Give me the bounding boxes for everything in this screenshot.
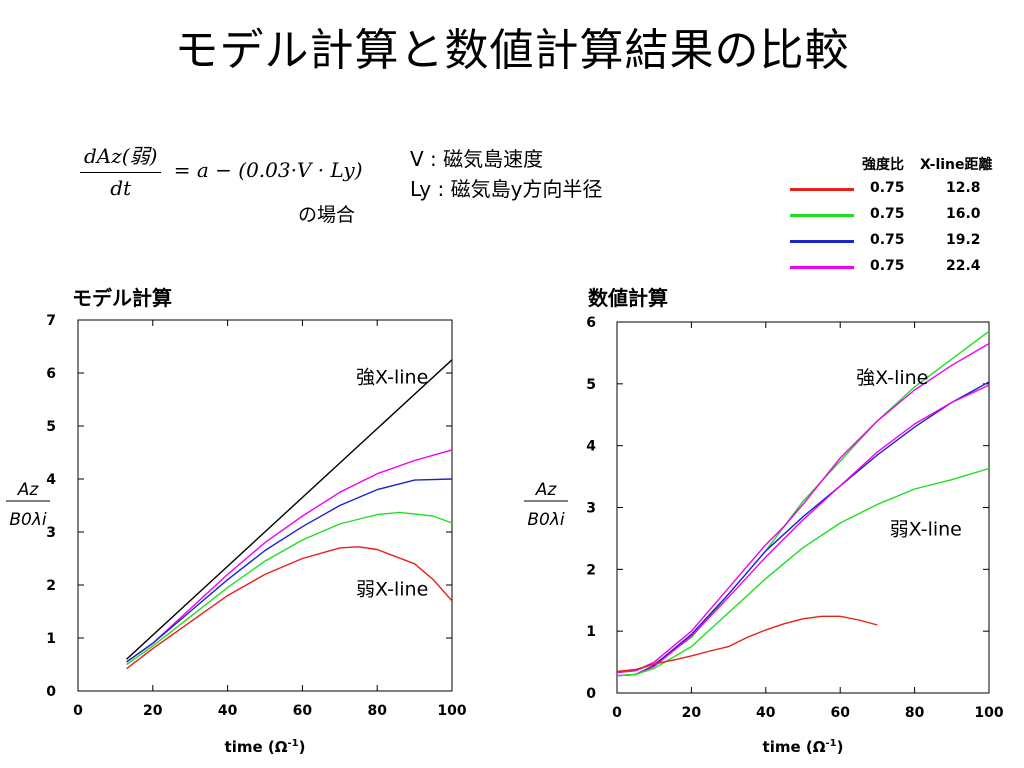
series-line [616,342,990,674]
x-tick-label: 100 [437,703,466,719]
series-line [616,467,990,677]
y-tick-label: 7 [46,313,56,329]
formula-rhs: = a − (0.03·V · Ly) [173,158,363,182]
x-tick-label: 80 [905,705,925,721]
legend-ratio: 0.75 [870,180,905,196]
legend-header-distance: X-line距離 [920,157,993,173]
formula-denominator: dt [110,176,132,200]
x-tick-label: 80 [367,703,387,719]
y-tick-label: 4 [46,472,56,488]
y-tick-label: 3 [46,525,56,541]
series-line [616,615,878,673]
y-axis-label-denominator: B0λi [527,510,565,530]
legend-row: 0.75 12.8 [790,180,1010,200]
y-tick-label: 1 [586,624,596,640]
legend-swatch [790,214,854,217]
legend-swatch [790,240,854,243]
y-axis-label-numerator: Az [17,480,40,500]
x-tick-label: 60 [830,705,850,721]
y-tick-label: 4 [586,439,596,455]
series-line [616,381,990,677]
panel-title-numerical: 数値計算 [588,286,668,310]
y-tick-label: 1 [46,631,56,647]
legend-ratio: 0.75 [870,258,905,274]
formula-fraction: dAz(弱) dt [80,140,162,200]
plot-frame [77,319,453,692]
x-tick-label: 40 [218,703,238,719]
definition-v: V : 磁気島速度 [410,147,544,171]
legend-row: 0.75 16.0 [790,206,1010,226]
formula-note: の場合 [298,204,356,226]
legend-swatch [790,188,854,191]
series-line [126,359,453,660]
definition-ly: Ly : 磁気島y方向半径 [410,177,603,201]
y-tick-label: 5 [46,419,56,435]
legend-header-ratio: 強度比 [862,157,904,173]
series-line [126,511,453,666]
x-axis-label: time (Ω-1) [225,738,306,756]
chart-numerical: 0 20 40 60 80 100 0 1 2 3 4 5 6 time (Ω-1) Az B0λi 強X-li… [524,315,1004,756]
legend-distance: 19.2 [946,232,981,248]
chart-model: 0 20 40 60 80 100 0 1 2 3 4 5 6 7 time (Ω-1) Az B0λi 強X-l… [6,313,467,756]
x-tick-label: 60 [293,703,313,719]
y-tick-label: 0 [46,684,56,700]
annotation-label: 弱X-line [356,579,428,601]
y-tick-label: 2 [586,562,596,578]
panel-title-model: モデル計算 [72,286,172,310]
annotation-label: 強X-line [856,367,928,389]
annotation-label: 強X-line [356,367,428,389]
slide-title: モデル計算と数値計算結果の比較 [174,25,850,76]
legend-distance: 16.0 [946,206,981,222]
y-axis-label-numerator: Az [535,480,558,500]
legend-swatch [790,266,854,269]
x-tick-label: 40 [756,705,776,721]
legend-ratio: 0.75 [870,206,905,222]
legend-ratio: 0.75 [870,232,905,248]
series-line [126,546,453,670]
annotation-label: 弱X-line [890,518,962,540]
formula-numerator: dAz(弱) [80,140,162,173]
y-tick-label: 2 [46,578,56,594]
formula: dAz(弱) dt = a − (0.03·V · Ly) [80,140,363,200]
x-tick-label: 0 [612,705,622,721]
legend-distance: 12.8 [946,180,981,196]
definitions: V : 磁気島速度 Ly : 磁気島y方向半径 [410,144,602,204]
x-tick-label: 0 [73,703,83,719]
x-tick-label: 20 [682,705,702,721]
legend-distance: 22.4 [946,258,981,274]
x-axis-label: time (Ω-1) [763,738,844,756]
series-line [126,449,453,663]
legend-row: 0.75 22.4 [790,258,1010,278]
legend-row: 0.75 19.2 [790,232,1010,252]
series-line [126,478,453,663]
x-tick-label: 20 [143,703,163,719]
y-tick-label: 6 [586,315,596,331]
x-tick-label: 100 [974,705,1003,721]
y-tick-label: 6 [46,366,56,382]
y-axis-label-denominator: B0λi [9,510,47,530]
y-tick-label: 3 [586,501,596,517]
series-line [616,330,990,674]
y-tick-label: 5 [586,377,596,393]
series-line [616,384,990,677]
y-tick-label: 0 [586,686,596,702]
